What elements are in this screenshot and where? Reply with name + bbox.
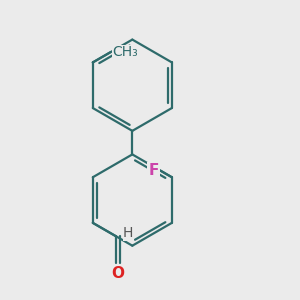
Text: F: F — [148, 163, 159, 178]
Text: CH₃: CH₃ — [112, 45, 138, 59]
Text: O: O — [111, 266, 124, 281]
Text: H: H — [123, 226, 134, 240]
